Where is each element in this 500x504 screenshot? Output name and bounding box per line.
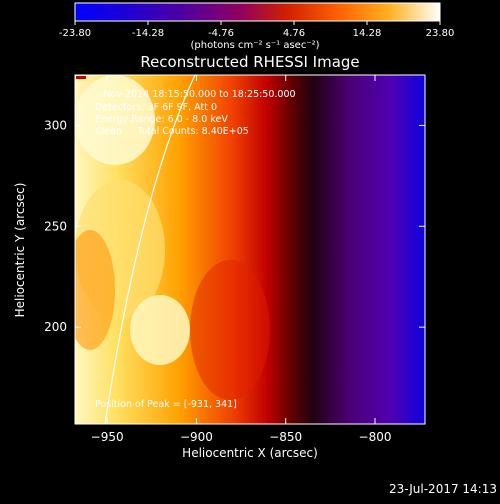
colorbar-unit-label: (photons cm⁻² s⁻¹ asec⁻²) [190,40,319,51]
peak-marker [76,76,86,79]
bright-region-lower [130,295,190,365]
colorbar-tick-label: -4.76 [208,28,234,39]
annotation-detectors: Detectors: 3F 6F 9F, Att 0 [95,102,217,113]
colorbar-gradient [74,2,441,22]
heatmap-features [75,75,270,424]
annotations: -Nov-2014 18:15:50.000 to 18:25:50.000 D… [95,89,296,410]
plot-area [75,75,425,424]
annotation-time-range: -Nov-2014 18:15:50.000 to 18:25:50.000 [100,89,296,100]
limb-curve [104,75,196,424]
colorbar-tick-label: 23.80 [426,28,455,39]
x-axis-label: Heliocentric X (arcsec) [182,446,318,460]
x-axis-ticks: −950 −900 −850 −800 [91,75,392,444]
x-tick-label: −950 [91,430,124,444]
x-tick-label: −850 [269,430,302,444]
colorbar-ticks: -23.80 -14.28 -4.76 4.76 14.28 23.80 [59,21,454,39]
x-tick-label: −800 [359,430,392,444]
colorbar-tick-label: -14.28 [132,28,164,39]
colorbar-tick-label: 14.28 [353,28,382,39]
y-axis-ticks: 200 250 300 [44,118,425,334]
colorbar-tick-label: 4.76 [283,28,305,39]
y-tick-label: 250 [44,219,67,233]
y-axis-label: Heliocentric Y (arcsec) [13,183,27,318]
x-tick-label: −900 [180,430,213,444]
annotation-peak-position: Position of Peak = [-931, 341] [95,399,237,410]
bright-region-upper [75,75,155,165]
red-region [190,260,270,400]
annotation-clean-counts: Clean Total Counts: 8.40E+05 [95,126,249,137]
chart-title: Reconstructed RHESSI Image [140,53,359,71]
plot-frame [74,74,426,425]
colorbar: -23.80 -14.28 -4.76 4.76 14.28 23.80 (photons… [59,2,454,51]
warm-region-left [75,230,115,350]
y-tick-label: 300 [44,118,67,132]
annotation-energy-range: Energy Range: 6.0 - 8.0 keV [95,114,228,125]
y-tick-label: 200 [44,320,67,334]
colorbar-tick-label: -23.80 [59,28,91,39]
render-timestamp: 23-Jul-2017 14:13 [389,482,497,496]
